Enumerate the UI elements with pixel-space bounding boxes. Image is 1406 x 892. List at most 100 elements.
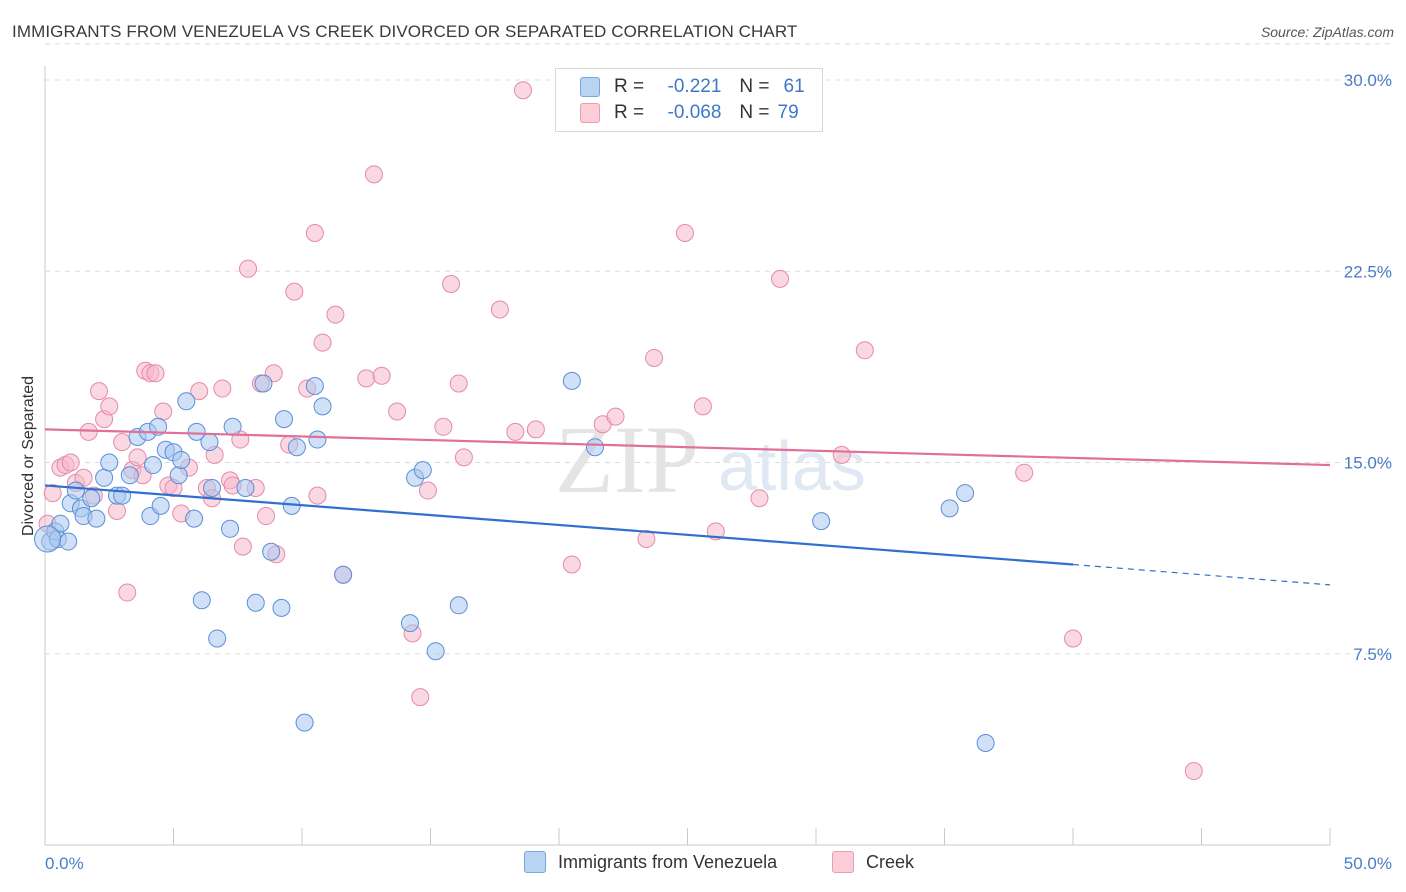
legend-label: Immigrants from Venezuela	[558, 851, 778, 872]
creek-point	[239, 259, 258, 278]
venezuela-point	[223, 417, 242, 436]
creek-point	[190, 382, 209, 401]
venezuela-point	[236, 479, 255, 497]
venezuela-point	[177, 392, 196, 411]
venezuela-point	[308, 430, 327, 449]
creek-point	[562, 555, 581, 574]
creek-point	[693, 397, 712, 416]
venezuela-point	[192, 591, 211, 610]
venezuela-point-cluster	[34, 525, 62, 553]
venezuela-point	[82, 489, 101, 508]
tick-labels: 7.5% 15.0% 22.5% 30.0% 0.0% 50.0%	[45, 71, 1392, 873]
venezuela-point	[221, 519, 240, 538]
legend-swatch-pink	[832, 851, 854, 873]
creek-point	[113, 433, 132, 452]
creek-point	[411, 688, 430, 707]
chart-title: IMMIGRANTS FROM VENEZUELA VS CREEK DIVOR…	[12, 22, 798, 41]
venezuela-point	[113, 486, 132, 505]
creek-point	[372, 366, 391, 385]
axes	[44, 66, 1331, 846]
creek-point	[388, 402, 407, 421]
creek-point	[442, 275, 461, 293]
venezuela-point	[940, 499, 959, 518]
creek-point	[154, 402, 173, 421]
venezuela-point	[275, 410, 294, 429]
grid-lines	[45, 43, 1392, 655]
venezuela-point	[151, 496, 170, 515]
creek-trend-line	[44, 428, 1331, 467]
creek-point	[61, 453, 80, 472]
creek-point	[107, 501, 126, 520]
venezuela-point	[185, 509, 204, 528]
creek-point	[750, 489, 769, 508]
venezuela-points	[34, 371, 995, 752]
stats-legend: R = -0.221 N = 61 R = -0.068 N = 79	[555, 68, 823, 132]
venezuela-point	[295, 713, 314, 732]
creek-point	[637, 530, 656, 548]
y-tick-label: 22.5%	[1344, 262, 1392, 281]
legend-n-value: 79	[777, 102, 799, 123]
creek-point	[308, 486, 327, 505]
venezuela-point	[51, 514, 70, 533]
creek-point	[233, 537, 252, 556]
creek-point	[128, 448, 147, 467]
legend-label: Creek	[866, 851, 915, 872]
creek-point	[706, 522, 725, 541]
venezuela-point	[812, 512, 831, 531]
creek-point	[434, 417, 453, 436]
venezuela-point	[169, 466, 188, 485]
creek-point	[257, 507, 276, 526]
venezuela-point	[956, 484, 975, 503]
zipatlas-watermark: ZIP atlas	[555, 406, 866, 513]
venezuela-point	[585, 438, 604, 457]
legend-n-label: N =	[739, 102, 770, 123]
venezuela-point	[262, 542, 281, 561]
y-tick-label: 15.0%	[1344, 454, 1392, 473]
creek-point	[285, 282, 304, 301]
creek-point	[645, 348, 664, 367]
legend-row-venezuela: R = -0.221 N = 61	[580, 75, 805, 99]
venezuela-point	[426, 642, 445, 661]
creek-point	[1184, 762, 1203, 781]
venezuela-point	[562, 371, 581, 390]
venezuela-point	[172, 450, 191, 469]
x-tick-label: 0.0%	[45, 854, 84, 873]
creek-point	[490, 300, 509, 319]
trend-lines	[44, 428, 1331, 586]
venezuela-point	[413, 461, 432, 480]
venezuela-point	[305, 377, 324, 395]
x-tick-label: 50.0%	[1344, 854, 1392, 873]
legend-swatch-blue	[524, 851, 546, 873]
venezuela-point	[87, 509, 106, 528]
creek-point	[146, 364, 165, 383]
venezuela-point	[246, 593, 265, 612]
legend-swatch-pink	[580, 103, 600, 123]
creek-point	[357, 369, 376, 388]
creek-point	[514, 81, 533, 100]
creek-point	[79, 422, 98, 441]
creek-point	[326, 305, 345, 324]
legend-row-creek: R = -0.068 N = 79	[580, 101, 799, 125]
creek-point	[43, 484, 62, 503]
venezuela-point	[149, 417, 168, 436]
venezuela-point	[313, 397, 332, 416]
venezuela-point	[100, 453, 119, 472]
venezuela-point	[976, 734, 995, 752]
venezuela-point	[254, 374, 273, 393]
creek-point	[418, 481, 437, 500]
legend-n-value: 61	[783, 76, 805, 97]
creek-point	[305, 224, 324, 242]
legend-swatch-blue	[580, 77, 600, 97]
venezuela-trend-extension	[1072, 563, 1331, 586]
venezuela-point	[203, 479, 222, 497]
legend-n-label: N =	[739, 76, 770, 97]
venezuela-point	[200, 433, 219, 452]
venezuela-point	[334, 565, 353, 584]
source-note: Source: ZipAtlas.com	[1260, 24, 1394, 40]
y-tick-label: 30.0%	[1344, 71, 1392, 90]
creek-point	[313, 333, 332, 352]
venezuela-point	[187, 422, 206, 441]
creek-point	[832, 445, 851, 464]
venezuela-point	[287, 438, 306, 457]
